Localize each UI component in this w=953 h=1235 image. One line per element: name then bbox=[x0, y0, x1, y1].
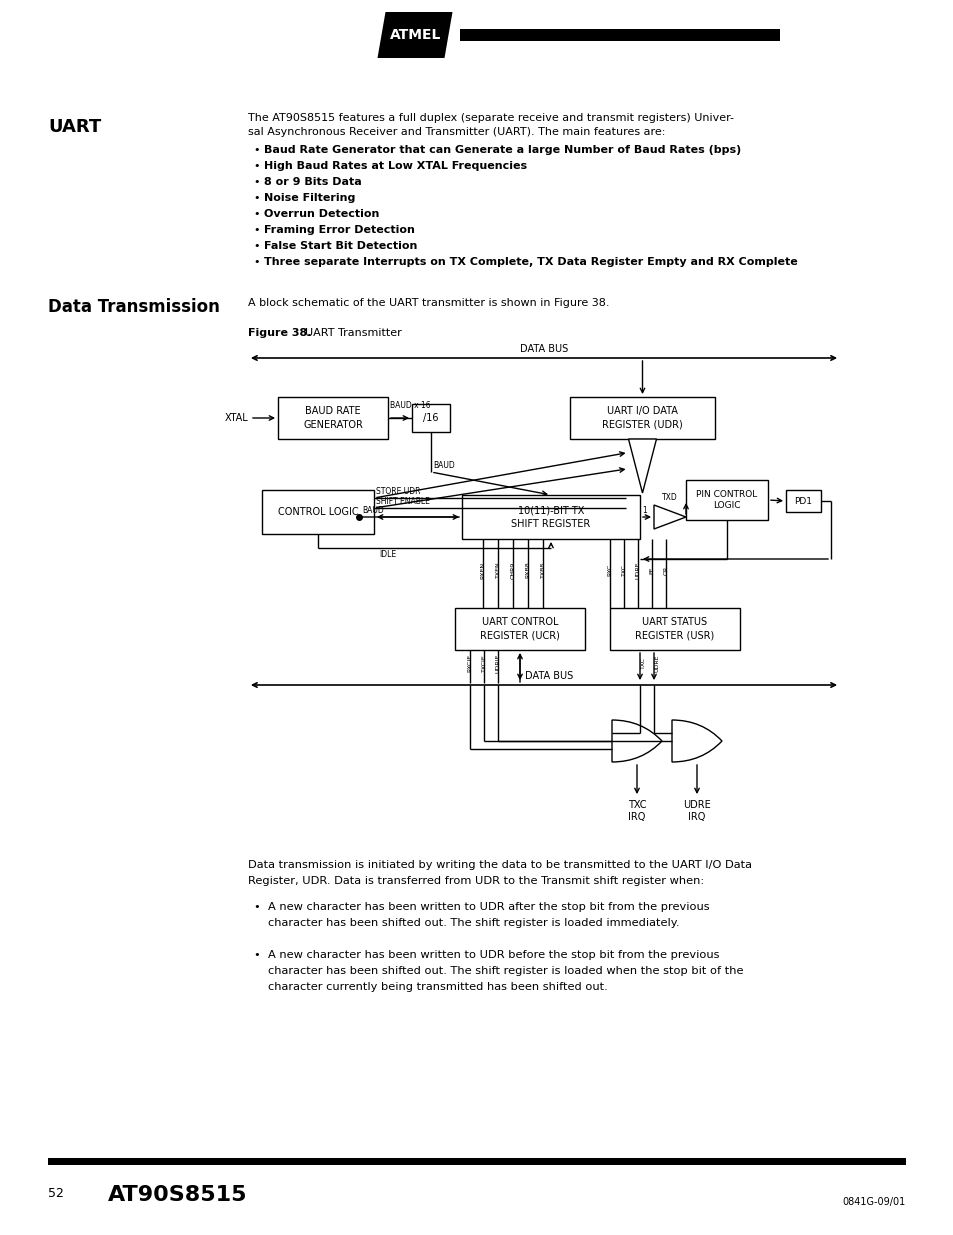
Text: Figure 38.: Figure 38. bbox=[248, 329, 312, 338]
Text: •: • bbox=[253, 144, 259, 156]
Bar bbox=[685, 480, 767, 520]
Text: TXCIE: TXCIE bbox=[481, 655, 486, 672]
Text: sal Asynchronous Receiver and Transmitter (UART). The main features are:: sal Asynchronous Receiver and Transmitte… bbox=[248, 127, 664, 137]
Text: •: • bbox=[253, 950, 259, 960]
Text: Data transmission is initiated by writing the data to be transmitted to the UART: Data transmission is initiated by writin… bbox=[248, 860, 751, 869]
Text: PD1: PD1 bbox=[794, 496, 812, 505]
Text: UART I/O DATA
REGISTER (UDR): UART I/O DATA REGISTER (UDR) bbox=[601, 406, 682, 430]
Text: BAUD x 16: BAUD x 16 bbox=[390, 401, 430, 410]
Text: UDRIE: UDRIE bbox=[495, 653, 500, 673]
Text: •: • bbox=[253, 177, 259, 186]
Text: •: • bbox=[253, 225, 259, 235]
Text: •: • bbox=[253, 902, 259, 911]
PathPatch shape bbox=[671, 720, 721, 762]
Text: 1: 1 bbox=[641, 506, 646, 515]
Text: High Baud Rates at Low XTAL Frequencies: High Baud Rates at Low XTAL Frequencies bbox=[264, 161, 527, 170]
Text: TXD: TXD bbox=[661, 493, 678, 501]
Text: IDLE: IDLE bbox=[378, 550, 395, 559]
Bar bbox=[455, 608, 584, 650]
Text: UART: UART bbox=[48, 119, 101, 136]
Text: AT90S8515: AT90S8515 bbox=[108, 1186, 247, 1205]
Text: CONTROL LOGIC: CONTROL LOGIC bbox=[277, 508, 358, 517]
Text: STORE UDR: STORE UDR bbox=[375, 487, 420, 496]
Text: ATMEL: ATMEL bbox=[390, 28, 441, 42]
Text: 8 or 9 Bits Data: 8 or 9 Bits Data bbox=[264, 177, 361, 186]
Text: A new character has been written to UDR before the stop bit from the previous: A new character has been written to UDR … bbox=[268, 950, 719, 960]
Text: 52: 52 bbox=[48, 1187, 64, 1200]
Text: TXC
IRQ: TXC IRQ bbox=[627, 800, 645, 823]
Text: Baud Rate Generator that can Generate a large Number of Baud Rates (bps): Baud Rate Generator that can Generate a … bbox=[264, 144, 740, 156]
Text: Register, UDR. Data is transferred from UDR to the Transmit shift register when:: Register, UDR. Data is transferred from … bbox=[248, 876, 703, 885]
Text: RXC: RXC bbox=[607, 564, 612, 577]
Text: BAUD: BAUD bbox=[433, 461, 455, 471]
Polygon shape bbox=[628, 438, 656, 493]
Text: Noise Filtering: Noise Filtering bbox=[264, 193, 355, 203]
Text: The AT90S8515 features a full duplex (separate receive and transmit registers) U: The AT90S8515 features a full duplex (se… bbox=[248, 112, 733, 124]
Polygon shape bbox=[377, 12, 452, 58]
Text: False Start Bit Detection: False Start Bit Detection bbox=[264, 241, 416, 251]
Text: Data Transmission: Data Transmission bbox=[48, 298, 219, 316]
Bar bbox=[412, 404, 450, 432]
Text: PIN CONTROL
LOGIC: PIN CONTROL LOGIC bbox=[696, 489, 757, 510]
Text: •: • bbox=[253, 193, 259, 203]
Bar bbox=[460, 28, 780, 41]
Text: SHIFT ENABLE: SHIFT ENABLE bbox=[375, 496, 430, 506]
Text: •: • bbox=[253, 161, 259, 170]
Text: CHR9: CHR9 bbox=[510, 562, 515, 579]
Text: RXEN: RXEN bbox=[480, 562, 485, 579]
Text: DATA BUS: DATA BUS bbox=[524, 671, 573, 680]
Text: UART Transmitter: UART Transmitter bbox=[297, 329, 401, 338]
Text: TXC: TXC bbox=[620, 564, 626, 576]
Text: •: • bbox=[253, 241, 259, 251]
Bar bbox=[569, 396, 714, 438]
Text: 10(11)-BIT TX
SHIFT REGISTER: 10(11)-BIT TX SHIFT REGISTER bbox=[511, 505, 590, 529]
Bar bbox=[277, 396, 388, 438]
Text: Framing Error Detection: Framing Error Detection bbox=[264, 225, 415, 235]
Bar bbox=[609, 608, 740, 650]
Text: A new character has been written to UDR after the stop bit from the previous: A new character has been written to UDR … bbox=[268, 902, 709, 911]
PathPatch shape bbox=[612, 720, 661, 762]
Text: TXC: TXC bbox=[640, 657, 645, 669]
Text: BAUD: BAUD bbox=[361, 506, 383, 515]
Text: •: • bbox=[253, 209, 259, 219]
Text: UDRE
IRQ: UDRE IRQ bbox=[682, 800, 710, 823]
Text: XTAL: XTAL bbox=[224, 412, 248, 424]
Text: /16: /16 bbox=[423, 412, 438, 424]
Text: character currently being transmitted has been shifted out.: character currently being transmitted ha… bbox=[268, 982, 607, 992]
Text: TXEN: TXEN bbox=[495, 562, 500, 578]
Text: A block schematic of the UART transmitter is shown in Figure 38.: A block schematic of the UART transmitte… bbox=[248, 298, 609, 308]
Text: RXCIE: RXCIE bbox=[467, 655, 472, 672]
Text: character has been shifted out. The shift register is loaded immediately.: character has been shifted out. The shif… bbox=[268, 918, 679, 927]
Text: DATA BUS: DATA BUS bbox=[519, 345, 568, 354]
Bar bbox=[461, 495, 639, 538]
Text: UDRE: UDRE bbox=[635, 561, 639, 579]
Text: Overrun Detection: Overrun Detection bbox=[264, 209, 379, 219]
Text: •: • bbox=[253, 257, 259, 267]
Text: BAUD RATE
GENERATOR: BAUD RATE GENERATOR bbox=[303, 406, 362, 430]
Text: UART CONTROL
REGISTER (UCR): UART CONTROL REGISTER (UCR) bbox=[479, 618, 559, 641]
Text: UART STATUS
REGISTER (USR): UART STATUS REGISTER (USR) bbox=[635, 618, 714, 641]
Text: 0841G-09/01: 0841G-09/01 bbox=[841, 1197, 905, 1207]
Text: OR: OR bbox=[662, 566, 668, 574]
Text: character has been shifted out. The shift register is loaded when the stop bit o: character has been shifted out. The shif… bbox=[268, 966, 742, 976]
Polygon shape bbox=[654, 505, 685, 529]
Text: Three separate Interrupts on TX Complete, TX Data Register Empty and RX Complete: Three separate Interrupts on TX Complete… bbox=[264, 257, 797, 267]
Bar bbox=[785, 490, 821, 513]
Text: UDRE: UDRE bbox=[655, 655, 659, 672]
Bar bbox=[262, 490, 374, 534]
Text: TXB8: TXB8 bbox=[540, 562, 545, 578]
Text: FE: FE bbox=[649, 567, 654, 574]
Bar bbox=[48, 1158, 905, 1165]
Text: RXB8: RXB8 bbox=[525, 562, 530, 578]
